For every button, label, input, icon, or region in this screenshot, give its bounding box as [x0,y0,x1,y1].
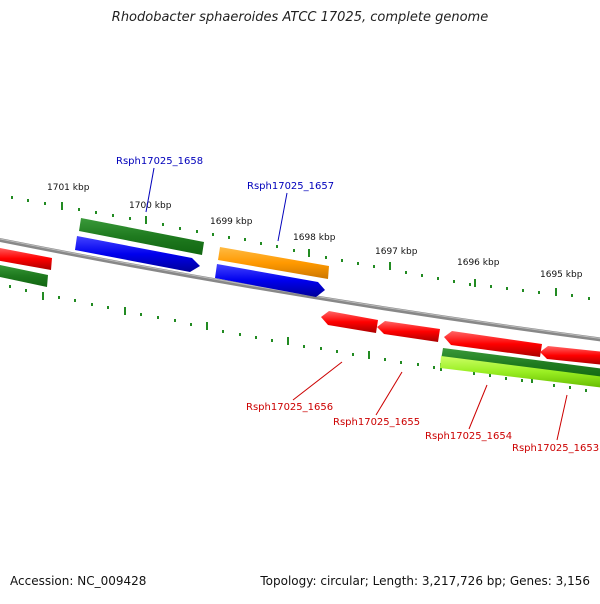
tick-label: 1696 kbp [457,258,500,268]
outer-tick-track [11,196,590,300]
leader-line-1657 [277,192,288,242]
tick-label: 1695 kbp [540,270,583,280]
gene-bar-lime[interactable] [440,356,600,388]
leader-line-1654 [468,384,488,430]
tick-label: 1697 kbp [375,247,418,257]
left-green-feature[interactable] [0,264,48,287]
gene-label-1656[interactable]: Rsph17025_1656 [246,402,333,413]
leader-line-1658 [145,167,155,213]
gene-label-1655[interactable]: Rsph17025_1655 [333,417,420,428]
genome-summary: Topology: circular; Length: 3,217,726 bp… [260,574,590,588]
gene-bar-1658[interactable] [79,218,204,255]
gene-label-1653[interactable]: Rsph17025_1653 [512,443,599,454]
gene-label-1657[interactable]: Rsph17025_1657 [247,181,334,192]
cds-arrow-1654[interactable] [444,331,542,357]
cds-arrow-1657[interactable] [215,264,325,297]
tick-label: 1700 kbp [129,201,172,211]
leader-line-1656 [292,361,343,401]
cds-arrow-1655[interactable] [377,321,440,342]
tick-label: 1698 kbp [293,233,336,243]
left-red-feature[interactable] [0,247,52,270]
gene-label-1658[interactable]: Rsph17025_1658 [116,156,203,167]
tick-label: 1699 kbp [210,217,253,227]
accession-label: Accession: NC_009428 [10,574,147,588]
leader-line-1653 [556,394,568,441]
map-title: Rhodobacter sphaeroides ATCC 17025, comp… [111,10,489,25]
cds-arrow-1658[interactable] [75,236,200,272]
cds-arrow-1656[interactable] [321,311,378,333]
gene-label-1654[interactable]: Rsph17025_1654 [425,431,512,442]
genome-backbone [0,237,600,342]
cds-arrow-1653[interactable] [540,346,600,365]
gene-bar-1657[interactable] [218,247,329,279]
tick-label: 1701 kbp [47,183,90,193]
leader-line-1655 [375,371,403,416]
